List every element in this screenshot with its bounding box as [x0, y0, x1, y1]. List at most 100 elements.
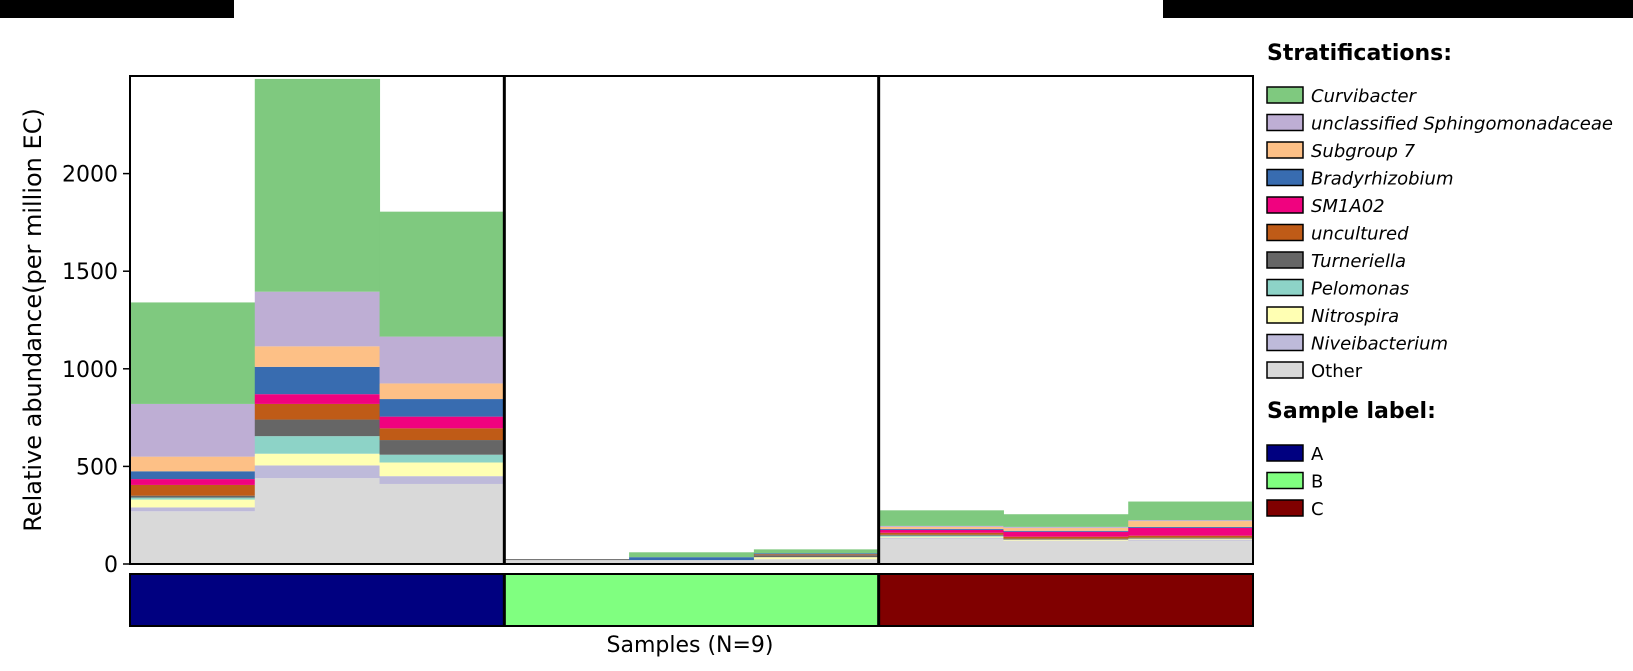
top-left-redaction-bar: [0, 0, 234, 18]
x-axis-label: Samples (N=9): [607, 633, 774, 658]
legend-title-sample-label: Sample label:: [1267, 399, 1436, 424]
bar-segment: [878, 537, 1004, 539]
bar-segment: [254, 394, 381, 404]
bar-segment: [254, 291, 381, 347]
bar-segment: [254, 78, 381, 292]
bar-segment: [379, 476, 505, 484]
bar-segment: [504, 559, 630, 561]
bar-segment: [130, 403, 256, 457]
bar-segment: [1003, 526, 1129, 528]
bar-segment: [1128, 501, 1254, 521]
y-tick-label: 500: [76, 455, 118, 480]
bar-segment: [504, 560, 630, 564]
y-tick-label: 2000: [62, 163, 118, 188]
legend-title-stratifications: Stratifications:: [1267, 41, 1452, 66]
bar-segment: [379, 416, 505, 429]
legend-swatch: [1266, 223, 1304, 242]
bar-segment: [254, 403, 381, 420]
bar-segment: [254, 419, 381, 437]
bar-segment: [130, 479, 256, 485]
bar-segment: [379, 399, 505, 417]
bar-segment: [254, 465, 381, 479]
plot-frame: [129, 75, 1254, 565]
bar-segment: [1128, 539, 1254, 541]
legend-label: A: [1311, 444, 1324, 465]
bar-segment: [1128, 521, 1254, 527]
legend-label: Pelomonas: [1311, 279, 1409, 300]
bars-group: [130, 78, 1254, 564]
legend-label: C: [1311, 499, 1324, 520]
bar-segment: [753, 553, 880, 555]
bar-segment: [1128, 537, 1254, 539]
bar-segment: [878, 538, 1004, 564]
sample-group-B: [504, 574, 879, 626]
bar-segment: [379, 483, 505, 564]
bar-segment: [1003, 539, 1129, 541]
legend-swatch: [1266, 333, 1304, 352]
legend-swatch: [1266, 113, 1304, 132]
bar-segment: [379, 462, 505, 477]
legend-swatch: [1266, 168, 1304, 187]
sample-label-bar: [129, 573, 1254, 627]
bar-segment: [130, 302, 256, 404]
sample-bar-frame: [129, 573, 1254, 627]
bar-segment: [130, 456, 256, 472]
bar-segment: [379, 440, 505, 455]
bar-segment: [130, 497, 256, 500]
bar-segment: [130, 484, 256, 496]
bar-segment: [130, 471, 256, 480]
bar-segment: [753, 559, 880, 564]
bar-segment: [753, 555, 880, 558]
y-axis: 0 500 1000 1500 2000: [62, 163, 130, 578]
legend-swatch: [1266, 251, 1304, 269]
bar-segment: [254, 478, 381, 564]
legend-label: Other: [1311, 361, 1363, 382]
bar-segment: [878, 510, 1004, 526]
sample-group-A: [130, 574, 505, 626]
legend-swatch: [1266, 444, 1304, 462]
bar-segment: [130, 495, 256, 498]
top-right-redaction-bar: [1163, 0, 1633, 18]
bar-segment: [878, 536, 1004, 538]
bar-segment: [379, 428, 505, 441]
bar-segment: [1003, 531, 1129, 537]
legend-swatch: [1266, 86, 1304, 104]
bar-segment: [379, 211, 505, 337]
legend-label: Bradyrhizobium: [1311, 169, 1454, 190]
bar-segment: [1003, 514, 1129, 527]
bar-segment: [878, 534, 1004, 536]
legend-label: SM1A02: [1311, 196, 1385, 217]
bar-segment: [130, 507, 256, 512]
bar-segment: [130, 511, 256, 564]
bar-segment: [878, 526, 1004, 529]
bar-segment: [254, 436, 381, 454]
bar-segment: [130, 499, 256, 508]
bar-segment: [379, 383, 505, 400]
sample-group-C: [878, 574, 1253, 626]
legend-swatch: [1266, 306, 1304, 324]
panel-frames: [129, 75, 1254, 626]
legend-label: Niveibacterium: [1311, 334, 1448, 355]
y-tick-label: 1000: [62, 358, 118, 383]
bar-segment: [878, 528, 1004, 530]
legend-label: unclassified Sphingomonadaceae: [1311, 114, 1613, 135]
y-tick-label: 0: [104, 553, 118, 578]
legend-swatch: [1266, 196, 1304, 214]
bar-segment: [753, 554, 880, 556]
legend-swatch: [1266, 361, 1304, 379]
legend-swatch: [1266, 141, 1304, 159]
legend-label: uncultured: [1311, 224, 1409, 245]
bar-segment: [878, 525, 1004, 527]
bar-segment: [1003, 530, 1129, 532]
legend-label: Turneriella: [1311, 251, 1406, 272]
bar-segment: [878, 529, 1004, 533]
legend: Stratifications: Curvibacter unclassified …: [1266, 41, 1613, 520]
legend-label: Subgroup 7: [1311, 141, 1416, 162]
bar-segment: [254, 346, 381, 367]
bar-segment: [1003, 527, 1129, 531]
bar-segment: [379, 336, 505, 384]
bar-segment: [753, 549, 880, 554]
bar-segment: [629, 557, 755, 561]
legend-swatch: [1266, 471, 1304, 490]
